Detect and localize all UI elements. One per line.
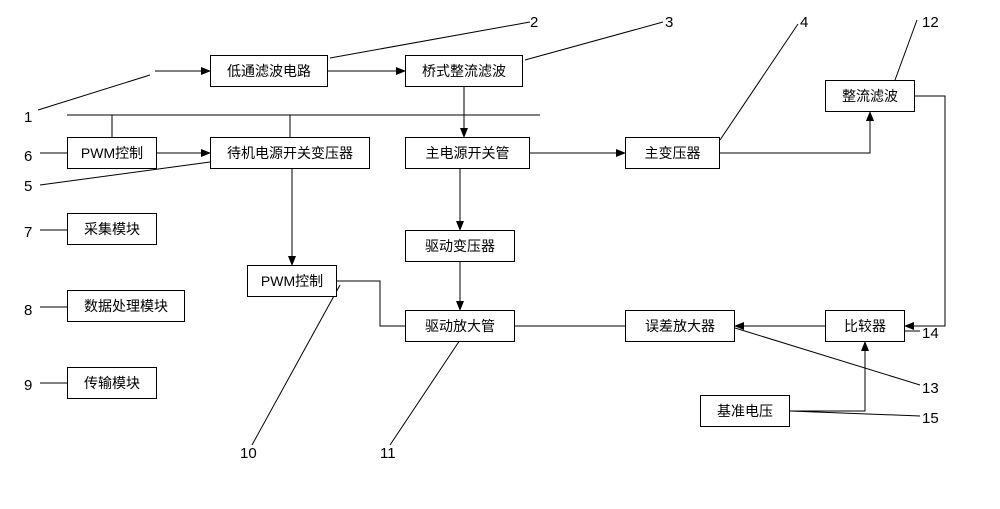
node-n14: 比较器 — [825, 310, 905, 342]
node-n11: 驱动变压器 — [405, 230, 515, 262]
callout-8: 8 — [24, 302, 32, 319]
callout-10: 10 — [240, 445, 257, 462]
callout-4: 4 — [800, 14, 808, 31]
node-n3b: 主电源开关管 — [405, 137, 530, 169]
node-n11b: 驱动放大管 — [405, 310, 515, 342]
node-n12: 整流滤波 — [825, 80, 915, 112]
callout-7: 7 — [24, 224, 32, 241]
callout-9: 9 — [24, 377, 32, 394]
node-n2: 低通滤波电路 — [210, 55, 328, 87]
node-n5: 待机电源开关变压器 — [210, 137, 370, 169]
callout-3: 3 — [665, 14, 673, 31]
node-n7: 采集模块 — [67, 213, 157, 245]
node-n8: 数据处理模块 — [67, 290, 185, 322]
node-n10: PWM控制 — [247, 265, 337, 297]
node-n9: 传输模块 — [67, 367, 157, 399]
node-n3: 桥式整流滤波 — [405, 55, 523, 87]
callout-2: 2 — [530, 14, 538, 31]
callout-12: 12 — [922, 14, 939, 31]
diagram-canvas: 低通滤波电路 桥式整流滤波 PWM控制 待机电源开关变压器 主电源开关管 主变压器 整流滤波… — [0, 0, 1000, 509]
node-n4: 主变压器 — [625, 137, 720, 169]
callout-11: 11 — [380, 445, 396, 462]
callout-6: 6 — [24, 148, 32, 165]
callout-15: 15 — [922, 410, 939, 427]
callout-1: 1 — [24, 109, 32, 126]
callout-5: 5 — [24, 178, 32, 195]
callout-13: 13 — [922, 380, 939, 397]
node-n13: 误差放大器 — [625, 310, 735, 342]
callout-14: 14 — [922, 325, 939, 342]
node-n6: PWM控制 — [67, 137, 157, 169]
node-n15: 基准电压 — [700, 395, 790, 427]
